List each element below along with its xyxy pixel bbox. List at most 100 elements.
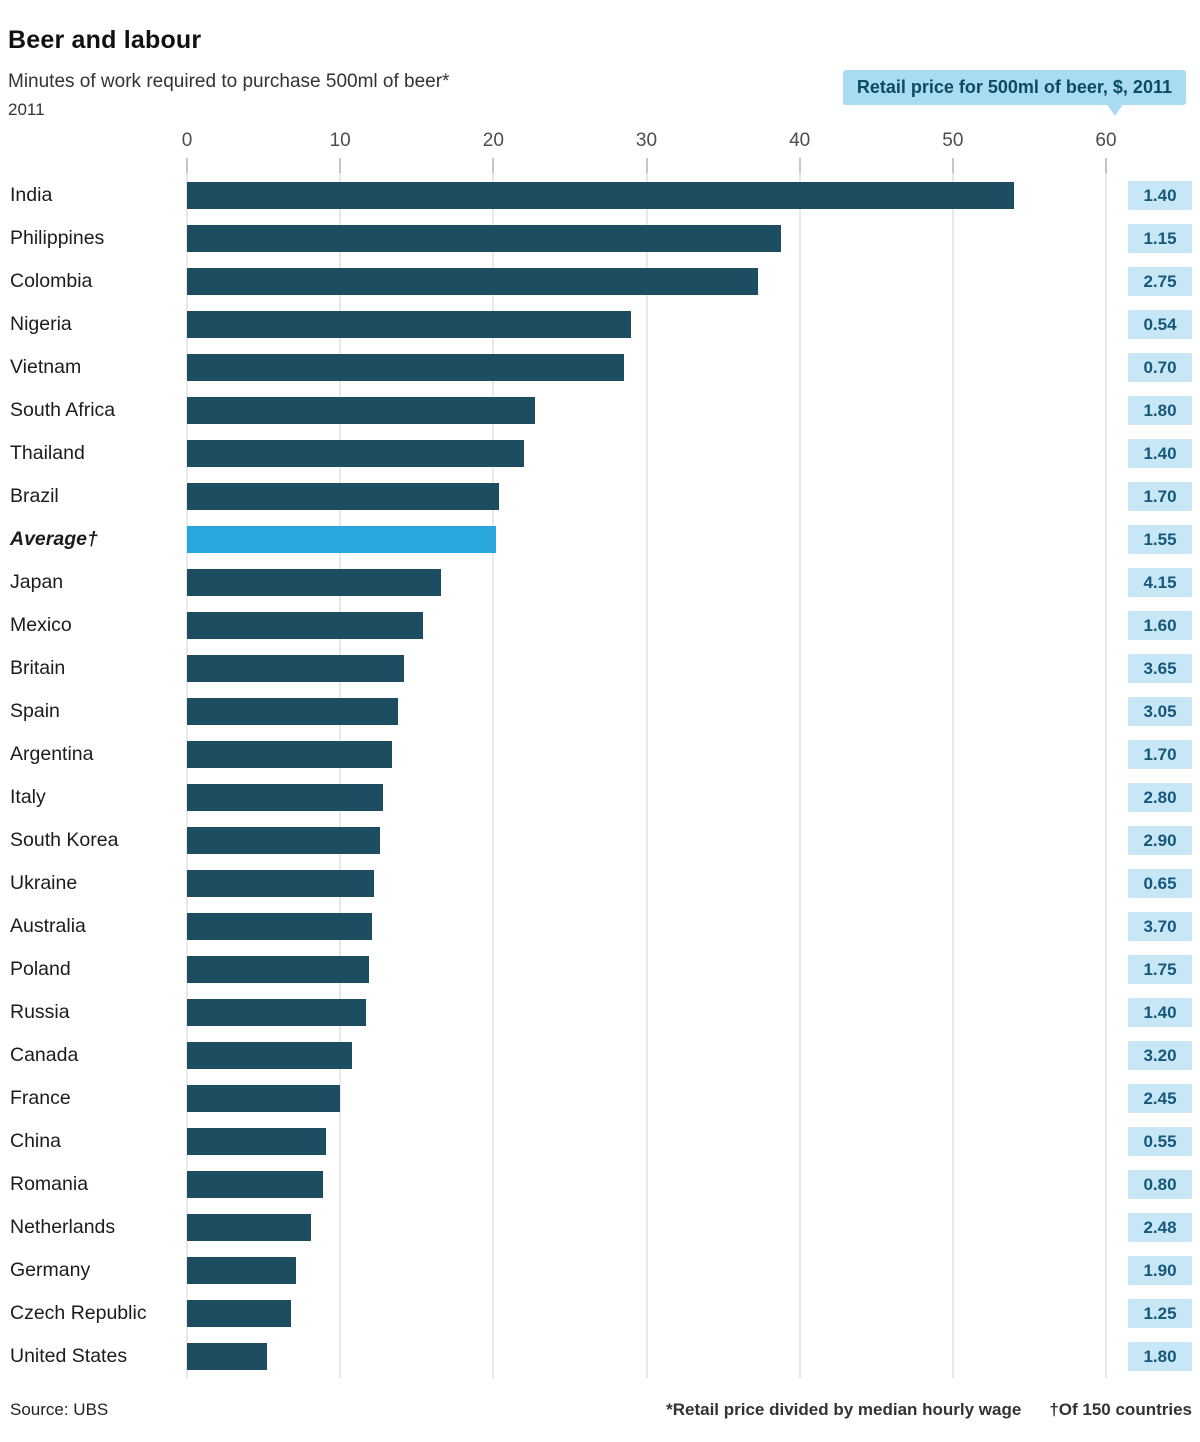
price-cell: 3.20	[1106, 1034, 1200, 1077]
country-label: Philippines	[10, 227, 105, 249]
minutes-bar	[187, 182, 1015, 209]
minutes-bar	[187, 311, 632, 338]
minutes-bar	[187, 569, 442, 596]
price-cell: 2.45	[1106, 1077, 1200, 1120]
country-label: China	[10, 1130, 61, 1152]
axis-tick-label: 40	[789, 130, 811, 151]
table-row: Colombia 2.75	[0, 260, 1200, 303]
price-cell: 1.15	[1106, 217, 1200, 260]
bar-track	[187, 174, 1106, 217]
table-row: France 2.45	[0, 1077, 1200, 1120]
price-badge: 3.65	[1128, 654, 1192, 683]
price-cell: 1.70	[1106, 733, 1200, 776]
country-label: Spain	[10, 700, 60, 722]
bar-track	[187, 991, 1106, 1034]
bar-track	[187, 1077, 1106, 1120]
minutes-bar	[187, 827, 380, 854]
table-row: Japan 4.15	[0, 561, 1200, 604]
chart-subtitle: Minutes of work required to purchase 500…	[8, 71, 450, 92]
table-row: United States 1.80	[0, 1335, 1200, 1378]
table-row: Nigeria 0.54	[0, 303, 1200, 346]
price-cell: 1.25	[1106, 1292, 1200, 1335]
price-badge: 1.40	[1128, 439, 1192, 468]
table-row: Czech Republic 1.25	[0, 1292, 1200, 1335]
table-row: Russia 1.40	[0, 991, 1200, 1034]
table-row: South Africa 1.80	[0, 389, 1200, 432]
bar-track	[187, 260, 1106, 303]
axis-tick-label: 20	[482, 130, 504, 151]
minutes-bar	[187, 784, 384, 811]
minutes-bar	[187, 1343, 267, 1370]
table-row: Germany 1.90	[0, 1249, 1200, 1292]
country-label: India	[10, 184, 53, 206]
table-row: Vietnam 0.70	[0, 346, 1200, 389]
table-row: Mexico 1.60	[0, 604, 1200, 647]
price-badge: 1.70	[1128, 740, 1192, 769]
price-cell: 3.05	[1106, 690, 1200, 733]
axis-tick-label: 0	[181, 130, 193, 151]
bar-track	[187, 217, 1106, 260]
footer: Source: UBS *Retail price divided by med…	[10, 1400, 1192, 1420]
axis-tick-label: 10	[329, 130, 351, 151]
price-cell: 1.40	[1106, 991, 1200, 1034]
axis-tick-label: 60	[1095, 130, 1117, 151]
price-cell: 2.80	[1106, 776, 1200, 819]
price-badge: 1.80	[1128, 1342, 1192, 1371]
table-row: Romania 0.80	[0, 1163, 1200, 1206]
table-row: Argentina 1.70	[0, 733, 1200, 776]
bar-track	[187, 862, 1106, 905]
table-row: South Korea 2.90	[0, 819, 1200, 862]
minutes-bar	[187, 1128, 327, 1155]
price-cell: 3.65	[1106, 647, 1200, 690]
price-badge: 1.25	[1128, 1299, 1192, 1328]
country-label: Vietnam	[10, 356, 82, 378]
minutes-bar	[187, 1300, 292, 1327]
price-cell: 0.65	[1106, 862, 1200, 905]
bar-track	[187, 905, 1106, 948]
price-badge: 1.80	[1128, 396, 1192, 425]
minutes-bar	[187, 1042, 353, 1069]
price-badge: 1.75	[1128, 955, 1192, 984]
price-cell: 1.40	[1106, 432, 1200, 475]
minutes-bar	[187, 526, 497, 553]
price-badge: 2.90	[1128, 826, 1192, 855]
country-label: Russia	[10, 1001, 70, 1023]
bar-track	[187, 518, 1106, 561]
price-cell: 2.75	[1106, 260, 1200, 303]
minutes-bar	[187, 354, 624, 381]
price-cell: 4.15	[1106, 561, 1200, 604]
minutes-bar	[187, 1171, 324, 1198]
country-label: Nigeria	[10, 313, 72, 335]
country-label: Italy	[10, 786, 46, 808]
price-cell: 1.40	[1106, 174, 1200, 217]
table-row: Ukraine 0.65	[0, 862, 1200, 905]
minutes-bar	[187, 612, 423, 639]
table-row: Spain 3.05	[0, 690, 1200, 733]
price-badge: 3.70	[1128, 912, 1192, 941]
price-cell: 0.54	[1106, 303, 1200, 346]
table-row: Australia 3.70	[0, 905, 1200, 948]
table-row: Netherlands 2.48	[0, 1206, 1200, 1249]
price-cell: 1.90	[1106, 1249, 1200, 1292]
country-label: Colombia	[10, 270, 93, 292]
country-label: Poland	[10, 958, 71, 980]
price-badge: 2.75	[1128, 267, 1192, 296]
footnotes: *Retail price divided by median hourly w…	[666, 1400, 1192, 1420]
price-cell: 3.70	[1106, 905, 1200, 948]
country-label: United States	[10, 1345, 128, 1367]
minutes-bar	[187, 956, 370, 983]
table-row: Canada 3.20	[0, 1034, 1200, 1077]
minutes-bar	[187, 741, 393, 768]
bar-track	[187, 1034, 1106, 1077]
price-cell: 0.55	[1106, 1120, 1200, 1163]
chart-body: India 1.40 Philippines 1.15 Colombia 2.7…	[0, 158, 1200, 1386]
minutes-bar	[187, 1214, 312, 1241]
price-cell: 1.80	[1106, 1335, 1200, 1378]
price-badge: 2.45	[1128, 1084, 1192, 1113]
price-badge: 0.65	[1128, 869, 1192, 898]
price-cell: 2.48	[1106, 1206, 1200, 1249]
table-row: Britain 3.65	[0, 647, 1200, 690]
minutes-bar	[187, 913, 373, 940]
minutes-bar	[187, 225, 782, 252]
